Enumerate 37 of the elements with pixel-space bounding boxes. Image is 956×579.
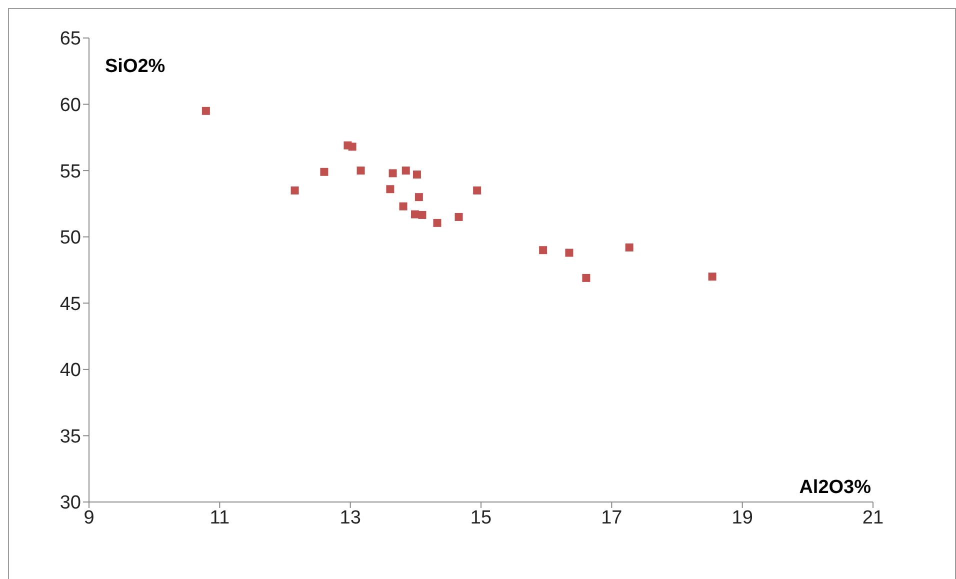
y-tick-label: 30 <box>60 492 81 514</box>
point <box>399 202 408 210</box>
x-tick-label: 17 <box>601 507 622 528</box>
point <box>320 168 328 176</box>
point <box>414 193 423 202</box>
point <box>418 210 426 219</box>
y-tick-label: 35 <box>60 426 81 448</box>
y-axis-title: SiO2% <box>105 56 166 77</box>
y-tick-label: 40 <box>60 360 81 382</box>
x-tick-label: 11 <box>210 507 230 528</box>
point <box>202 106 210 115</box>
point <box>539 246 548 254</box>
point <box>412 170 421 179</box>
point <box>386 185 394 194</box>
point <box>433 218 442 227</box>
point <box>348 142 356 151</box>
y-tick-label: 60 <box>60 95 81 116</box>
point <box>473 186 482 194</box>
x-tick-label: 9 <box>84 507 94 528</box>
x-tick-label: 21 <box>862 507 884 528</box>
point <box>290 186 299 194</box>
y-tick-label: 55 <box>60 161 81 182</box>
y-tick-label: 65 <box>60 28 81 50</box>
x-tick-label: 13 <box>340 507 361 528</box>
x-tick-label: 19 <box>732 507 753 528</box>
point <box>402 166 410 175</box>
x-tick-label: 15 <box>470 507 492 528</box>
point <box>388 169 397 178</box>
y-tick-label: 45 <box>60 294 81 315</box>
point <box>356 166 365 175</box>
point <box>582 274 590 282</box>
point <box>454 212 463 221</box>
x-axis-title: Al2O3% <box>799 477 872 498</box>
point <box>708 272 716 281</box>
y-tick-label: 50 <box>60 228 81 249</box>
point <box>625 243 634 252</box>
point <box>565 248 574 257</box>
